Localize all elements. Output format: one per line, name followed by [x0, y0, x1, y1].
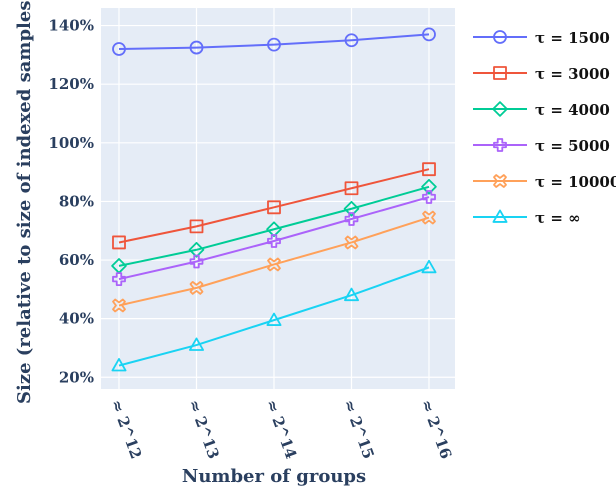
series-line [118, 196, 430, 281]
legend-item: τ = ∞ [473, 209, 581, 227]
legend-marker [493, 30, 507, 44]
legend-label: τ = 3000 [535, 65, 610, 83]
x-axis-ticks: ≈ 2^12 ≈ 2^13 ≈ 2^14 ≈ 2^15 ≈ 2^16 [107, 397, 455, 461]
data-point [266, 312, 282, 326]
legend-marker [492, 209, 508, 223]
x-tick-label: ≈ 2^14 [262, 397, 300, 461]
x-tick-label: ≈ 2^15 [340, 397, 378, 461]
y-tick-label: 20% [59, 368, 94, 386]
series-0 [112, 27, 436, 56]
legend-item: τ = 4000 [473, 101, 610, 119]
data-point [267, 257, 281, 272]
data-point [343, 200, 360, 217]
legend-item: τ = 5000 [473, 137, 610, 155]
data-point [188, 241, 205, 258]
data-point [344, 235, 359, 250]
data-point [189, 254, 204, 269]
x-tick-label: ≈ 2^13 [185, 397, 223, 461]
legend-label: τ = 5000 [535, 137, 610, 155]
data-point [267, 37, 281, 52]
data-point [344, 212, 359, 226]
legend-item: τ = 1500 [473, 29, 610, 47]
legend-item: τ = 10000 [473, 173, 616, 191]
legend-label: τ = 4000 [535, 101, 610, 119]
series-3 [112, 190, 436, 286]
data-point [189, 219, 204, 234]
x-axis-title: Number of groups [182, 466, 366, 486]
y-tick-label: 80% [59, 192, 94, 210]
series-layer [111, 27, 437, 372]
data-point [266, 221, 282, 238]
data-point [112, 298, 126, 313]
legend-label: τ = 10000 [535, 173, 616, 191]
y-axis-title: Size (relative to size of indexed sample… [14, 0, 35, 404]
y-tick-label: 60% [59, 251, 94, 269]
data-point [422, 190, 436, 204]
data-point [188, 337, 205, 351]
y-tick-label: 100% [48, 134, 94, 152]
plot-background [101, 8, 455, 389]
legend-item: τ = 3000 [473, 65, 610, 83]
data-point [112, 235, 126, 250]
y-tick-label: 140% [48, 17, 94, 35]
series-line [118, 185, 430, 267]
data-point [422, 210, 436, 225]
data-point [267, 234, 281, 248]
data-point [112, 42, 126, 56]
series-1 [112, 162, 436, 250]
data-point [111, 358, 127, 372]
series-line [118, 33, 430, 51]
y-tick-label: 120% [48, 75, 94, 93]
data-point [267, 200, 281, 215]
legend-marker [493, 174, 507, 188]
data-point [344, 181, 359, 196]
legend: τ = 1500 τ = 3000 τ = 4000 τ = 5000 τ = 1000… [473, 29, 616, 227]
series-line [118, 266, 430, 367]
data-point [189, 280, 204, 295]
x-tick-label: ≈ 2^12 [107, 397, 145, 461]
data-point [421, 178, 437, 195]
data-point [112, 272, 126, 286]
legend-label: τ = 1500 [535, 29, 610, 47]
y-axis-ticks: 20% 40% 60% 80% 100% 120% 140% [48, 17, 94, 387]
series-5 [111, 259, 437, 372]
y-tick-label: 40% [59, 310, 94, 328]
legend-marker [492, 101, 508, 117]
series-4 [112, 210, 436, 313]
data-point [344, 33, 359, 48]
data-point [421, 259, 437, 274]
legend-marker [493, 66, 507, 80]
data-point [422, 162, 436, 177]
data-point [189, 40, 204, 55]
series-line [118, 216, 430, 307]
legend-label: τ = ∞ [535, 209, 581, 227]
series-line [118, 168, 430, 244]
data-point [422, 27, 436, 42]
legend-marker [493, 138, 507, 152]
data-point [343, 287, 360, 302]
x-tick-label: ≈ 2^16 [417, 397, 455, 461]
